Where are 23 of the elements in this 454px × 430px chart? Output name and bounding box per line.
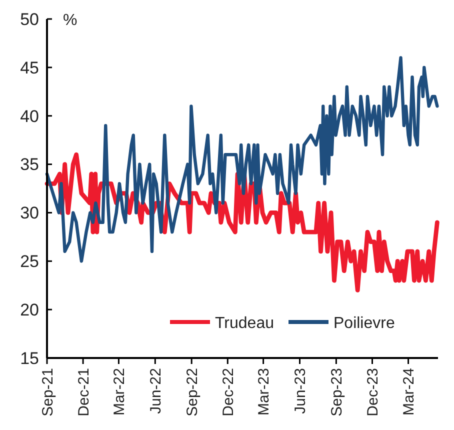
legend-label: Poilievre bbox=[334, 315, 395, 332]
x-tick-label: Mar-23 bbox=[256, 368, 273, 416]
x-tick-label: Dec-22 bbox=[220, 368, 237, 416]
x-tick-label: Dec-23 bbox=[364, 368, 382, 416]
y-tick-label: 40 bbox=[20, 106, 39, 126]
y-tick-label: 35 bbox=[20, 155, 39, 174]
x-tick-label: Mar-24 bbox=[400, 368, 418, 416]
y-tick-label: 45 bbox=[20, 58, 39, 78]
x-tick-label: Sep-21 bbox=[39, 368, 56, 416]
x-tick-label: Dec-21 bbox=[75, 368, 92, 416]
y-tick-label: 15 bbox=[20, 348, 39, 368]
y-tick-label: 25 bbox=[20, 252, 39, 272]
y-axis-title: % bbox=[63, 12, 78, 29]
x-tick-label: Sep-23 bbox=[328, 368, 346, 416]
legend-label: Trudeau bbox=[215, 315, 274, 332]
y-tick-label: 30 bbox=[20, 204, 39, 223]
x-tick-label: Jun-22 bbox=[147, 368, 164, 414]
y-tick-label: 50 bbox=[20, 10, 39, 29]
x-tick-label: Mar-22 bbox=[110, 368, 128, 416]
x-tick-label: Sep-22 bbox=[184, 368, 201, 416]
x-tick-label: Jun-23 bbox=[292, 368, 309, 414]
y-tick-label: 20 bbox=[20, 300, 39, 320]
line-series bbox=[45, 56, 439, 263]
